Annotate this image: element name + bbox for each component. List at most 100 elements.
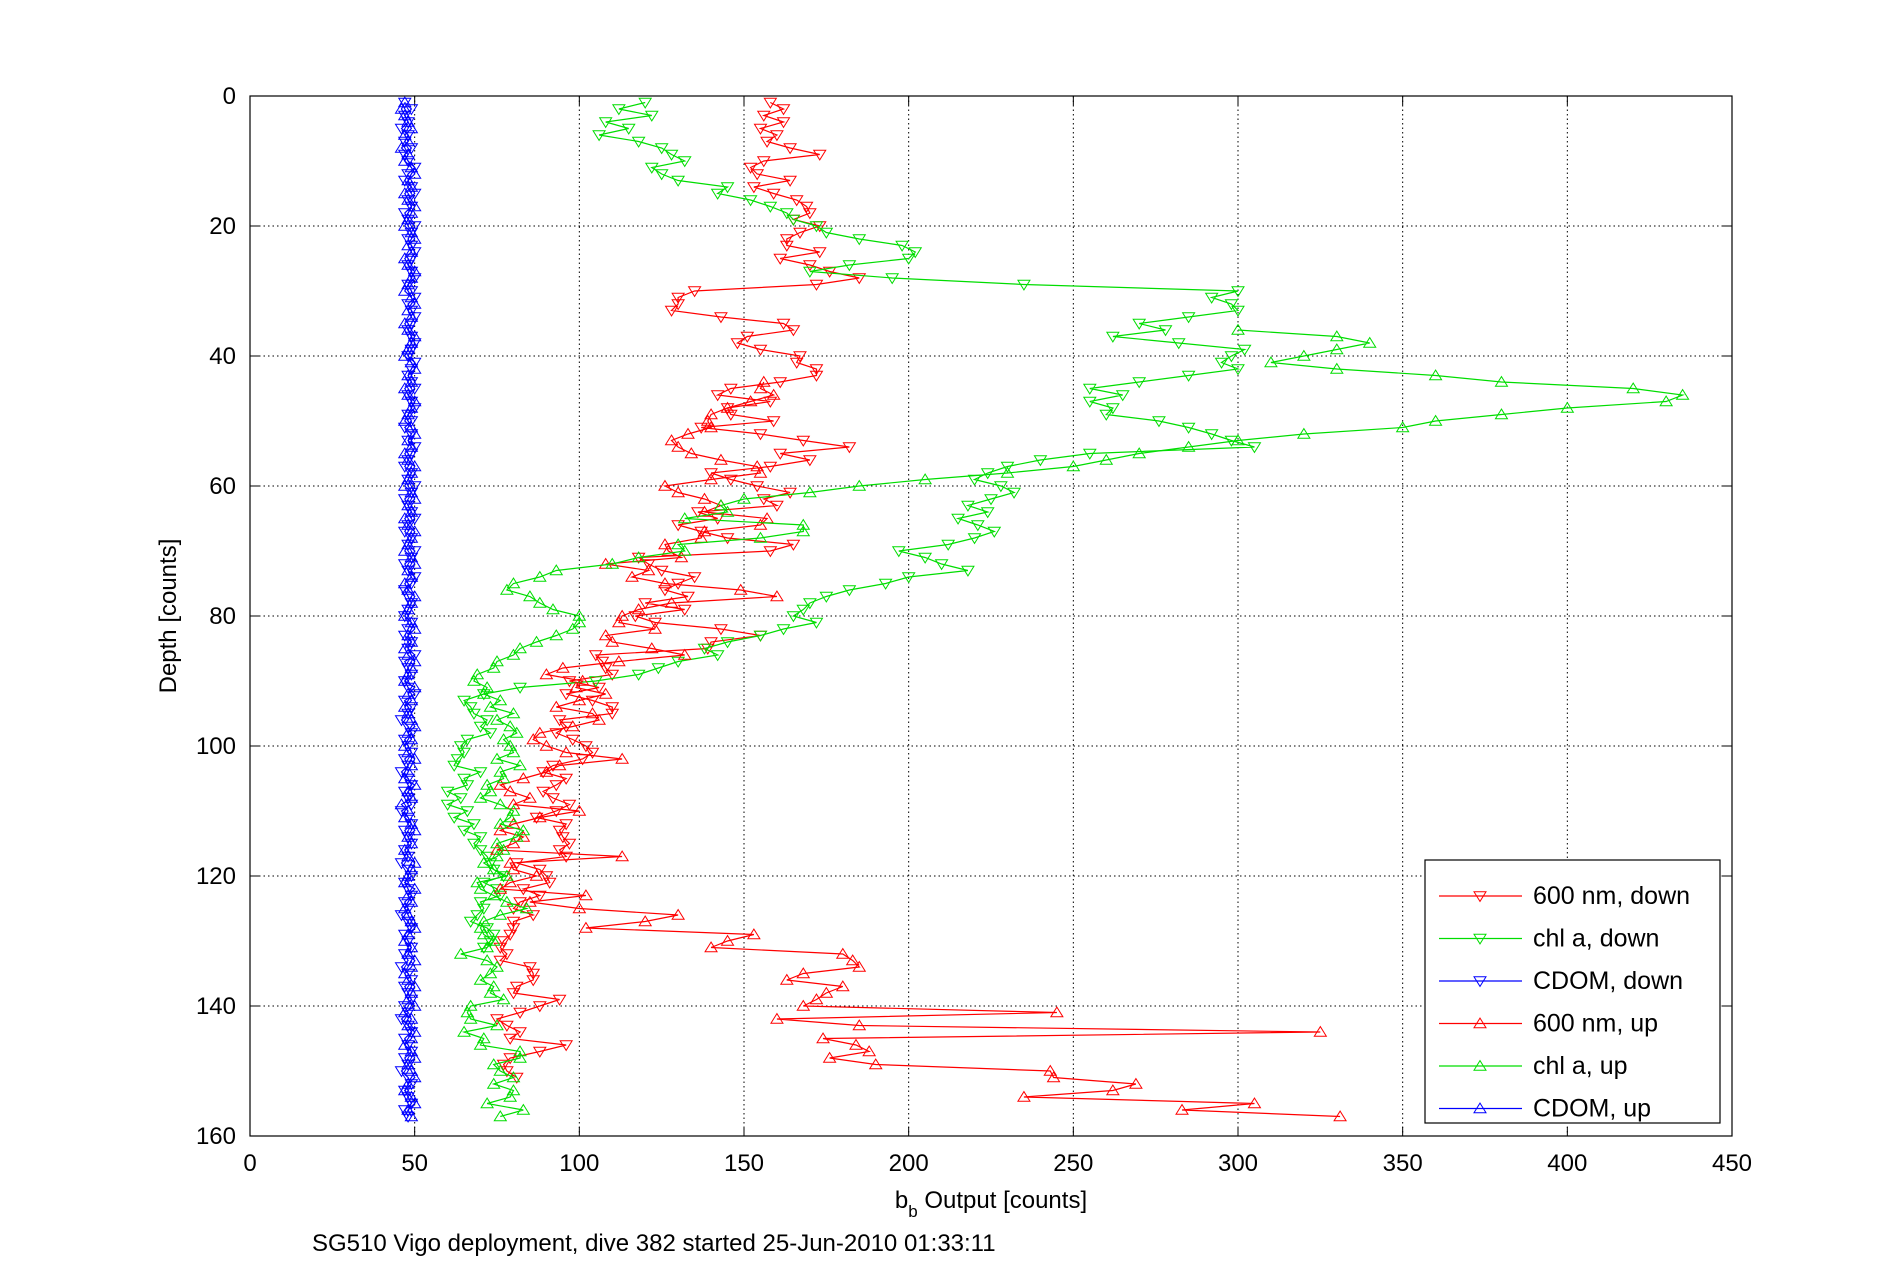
data-point bbox=[397, 1084, 412, 1096]
data-point bbox=[503, 929, 518, 941]
data-point bbox=[397, 544, 412, 556]
data-point bbox=[473, 767, 488, 779]
data-point bbox=[539, 871, 554, 883]
data-point bbox=[404, 227, 419, 239]
legend-item-600-nm-up: 600 nm, up bbox=[1439, 1010, 1658, 1038]
data-point bbox=[473, 832, 488, 844]
data-point bbox=[397, 825, 412, 837]
data-point bbox=[694, 422, 709, 434]
data-point bbox=[542, 877, 557, 889]
data-point bbox=[401, 409, 415, 421]
data-point bbox=[770, 1012, 784, 1024]
data-point bbox=[397, 739, 412, 751]
data-point bbox=[404, 487, 419, 499]
data-point bbox=[1033, 455, 1048, 467]
data-point bbox=[476, 687, 491, 699]
data-point bbox=[1066, 460, 1081, 472]
data-point bbox=[783, 487, 798, 499]
x-axis-label-sub: b bbox=[908, 1202, 917, 1221]
legend-marker bbox=[1473, 933, 1487, 945]
data-point bbox=[579, 889, 593, 901]
data-point bbox=[404, 182, 419, 194]
data-point bbox=[397, 559, 412, 571]
data-point bbox=[1329, 362, 1344, 374]
series-layer bbox=[394, 96, 1690, 1123]
data-point bbox=[773, 448, 788, 460]
data-point bbox=[796, 604, 811, 616]
data-point bbox=[513, 1045, 527, 1057]
data-point bbox=[506, 988, 521, 1000]
data-point bbox=[407, 265, 422, 277]
data-point bbox=[1007, 487, 1021, 499]
data-point bbox=[852, 273, 867, 285]
data-point bbox=[852, 479, 867, 491]
data-point bbox=[397, 447, 412, 459]
data-point bbox=[779, 234, 794, 246]
data-point bbox=[397, 934, 412, 946]
data-point bbox=[401, 213, 415, 225]
data-point bbox=[555, 661, 570, 673]
data-point bbox=[579, 741, 593, 753]
data-point bbox=[852, 234, 867, 246]
data-point bbox=[401, 973, 415, 985]
data-point bbox=[562, 676, 577, 688]
data-point bbox=[493, 942, 508, 954]
data-point bbox=[470, 910, 485, 922]
data-point bbox=[523, 962, 537, 974]
data-point bbox=[490, 960, 504, 972]
data-point bbox=[961, 565, 975, 577]
data-point bbox=[401, 908, 415, 920]
data-point bbox=[819, 591, 834, 603]
data-point bbox=[753, 344, 768, 356]
data-point bbox=[737, 492, 751, 504]
data-point bbox=[463, 1012, 478, 1024]
data-point bbox=[401, 830, 415, 842]
data-point bbox=[499, 949, 514, 961]
data-point bbox=[1329, 330, 1344, 342]
data-point bbox=[506, 804, 521, 816]
data-point bbox=[493, 908, 508, 920]
data-point bbox=[901, 572, 916, 584]
data-point bbox=[641, 564, 656, 576]
data-point bbox=[506, 916, 521, 928]
data-point bbox=[891, 546, 906, 558]
data-point bbox=[407, 882, 422, 894]
data-point bbox=[450, 754, 465, 766]
data-point bbox=[654, 565, 669, 577]
data-point bbox=[506, 1084, 521, 1096]
data-point bbox=[1296, 427, 1311, 439]
data-point bbox=[934, 559, 949, 571]
data-point bbox=[802, 455, 817, 467]
data-point bbox=[532, 864, 547, 876]
data-point bbox=[1224, 351, 1239, 363]
data-point bbox=[532, 811, 547, 823]
data-point bbox=[753, 466, 768, 478]
series-chl-a-up bbox=[453, 323, 1690, 1122]
data-point bbox=[648, 622, 662, 634]
data-point bbox=[723, 409, 738, 421]
data-point bbox=[1105, 1084, 1120, 1096]
data-point bbox=[404, 637, 419, 649]
data-point bbox=[746, 182, 761, 194]
data-point bbox=[562, 838, 577, 850]
data-point bbox=[503, 876, 518, 888]
data-point bbox=[1017, 279, 1031, 291]
data-point bbox=[404, 180, 419, 192]
data-point bbox=[845, 954, 860, 966]
data-point bbox=[397, 128, 412, 140]
data-point bbox=[951, 513, 965, 525]
data-point bbox=[460, 1006, 475, 1018]
data-point bbox=[1296, 349, 1311, 361]
data-point bbox=[480, 1097, 495, 1109]
data-point bbox=[776, 624, 791, 636]
data-point bbox=[476, 915, 491, 927]
data-point bbox=[397, 1085, 412, 1097]
data-point bbox=[509, 830, 524, 842]
data-point bbox=[397, 526, 412, 538]
data-point bbox=[404, 799, 419, 811]
data-point bbox=[585, 695, 600, 707]
data-point bbox=[486, 934, 501, 946]
data-point bbox=[802, 260, 817, 272]
data-point bbox=[598, 687, 613, 699]
data-point bbox=[407, 1071, 422, 1083]
